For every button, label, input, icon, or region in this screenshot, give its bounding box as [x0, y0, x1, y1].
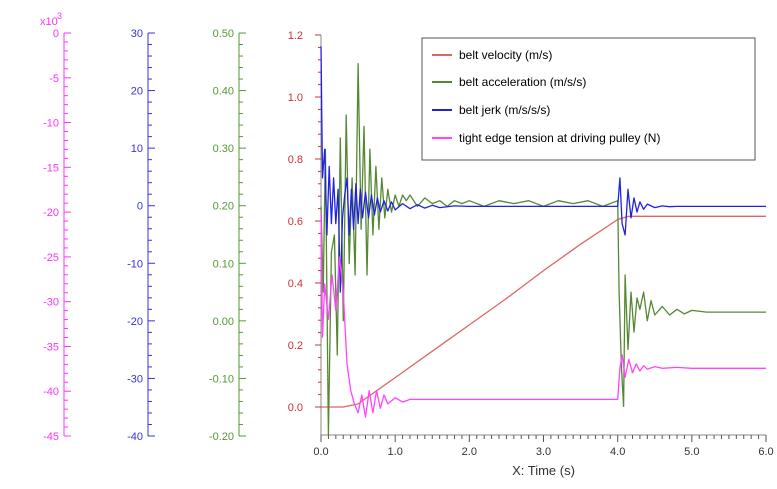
y-tick-label-tension: -30 — [43, 297, 59, 309]
x-tick-label: 4.0 — [610, 446, 625, 458]
y-tick-label-jerk: 30 — [131, 28, 143, 40]
y-tick-label-acceleration: 0.20 — [213, 201, 234, 213]
y-tick-label-tension: -5 — [49, 73, 59, 85]
y-axis-velocity: 1.2 1.0 0.8 0.6 0.4 0.2 0.0 — [288, 30, 321, 414]
y-tick-label-tension: -35 — [43, 341, 59, 353]
x-axis-label: X: Time (s) — [512, 463, 575, 478]
x-tick-label: 2.0 — [462, 446, 477, 458]
y-axis-multiplier-tension: x10 — [40, 16, 58, 28]
legend-label-velocity: belt velocity (m/s) — [459, 48, 552, 62]
legend: belt velocity (m/s) belt acceleration (m… — [421, 37, 756, 161]
y-tick-label-tension: 0 — [53, 28, 59, 40]
series-layer — [320, 46, 766, 436]
x-tick-label: 5.0 — [684, 446, 699, 458]
x-tick-label: 0.0 — [313, 446, 328, 458]
y-tick-label-acceleration: 0.10 — [213, 258, 234, 270]
series-line-jerk — [320, 46, 766, 293]
x-tick-label: 3.0 — [536, 446, 551, 458]
y-tick-label-acceleration: 0.00 — [213, 316, 234, 328]
y-tick-label-acceleration: -0.20 — [209, 431, 234, 443]
y-axis-tension: 0 -5 -10 -15 -20 -25 -30 -35 -40 -45 x10 3 — [40, 11, 71, 443]
y-tick-label-velocity: 0.8 — [288, 154, 303, 166]
legend-box — [421, 37, 756, 161]
series-line-velocity — [321, 215, 766, 408]
y-tick-label-jerk: -20 — [127, 316, 143, 328]
x-tick-label: 6.0 — [758, 446, 773, 458]
y-tick-label-jerk: 20 — [131, 86, 143, 98]
legend-label-acceleration: belt acceleration (m/s/s) — [459, 75, 586, 89]
y-tick-label-tension: -15 — [43, 162, 59, 174]
legend-label-jerk: belt jerk (m/s/s/s) — [459, 103, 550, 117]
y-tick-label-jerk: -10 — [127, 258, 143, 270]
y-tick-label-acceleration: -0.10 — [209, 373, 234, 385]
y-tick-label-tension: -10 — [43, 118, 59, 130]
y-tick-label-velocity: 0.0 — [288, 402, 303, 414]
y-tick-label-velocity: 0.6 — [288, 216, 303, 228]
y-axis-jerk: 30 20 10 0 -10 -20 -30 -40 — [127, 28, 155, 443]
left-axes: 0 -5 -10 -15 -20 -25 -30 -35 -40 -45 x10 3 30 20 10 0 -1… — [40, 11, 246, 443]
y-tick-label-tension: -25 — [43, 252, 59, 264]
y-tick-label-tension: -20 — [43, 207, 59, 219]
y-tick-label-tension: -40 — [43, 386, 59, 398]
y-tick-label-jerk: -30 — [127, 373, 143, 385]
y-tick-label-jerk: 0 — [137, 201, 143, 213]
x-tick-label: 1.0 — [388, 446, 403, 458]
y-tick-label-velocity: 0.2 — [288, 340, 303, 352]
y-tick-label-velocity: 0.4 — [288, 278, 303, 290]
y-tick-label-jerk: 10 — [131, 143, 143, 155]
y-tick-label-acceleration: 0.30 — [213, 143, 234, 155]
x-axis: 0.0 1.0 2.0 3.0 4.0 5.0 6.0 X: Time (s) — [313, 435, 774, 478]
series-line-tension — [320, 212, 766, 418]
y-axis-multiplier-exp-tension: 3 — [57, 11, 62, 21]
y-tick-label-tension: -45 — [43, 431, 59, 443]
y-tick-label-acceleration: 0.50 — [213, 28, 234, 40]
y-axis-acceleration: 0.50 0.40 0.30 0.20 0.10 0.00 -0.10 -0.20 — [209, 28, 246, 443]
y-tick-label-acceleration: 0.40 — [213, 86, 234, 98]
y-tick-label-jerk: -40 — [127, 431, 143, 443]
y-tick-label-velocity: 1.0 — [288, 92, 303, 104]
legend-label-tension: tight edge tension at driving pulley (N) — [459, 131, 660, 145]
y-tick-label-velocity: 1.2 — [288, 30, 303, 42]
